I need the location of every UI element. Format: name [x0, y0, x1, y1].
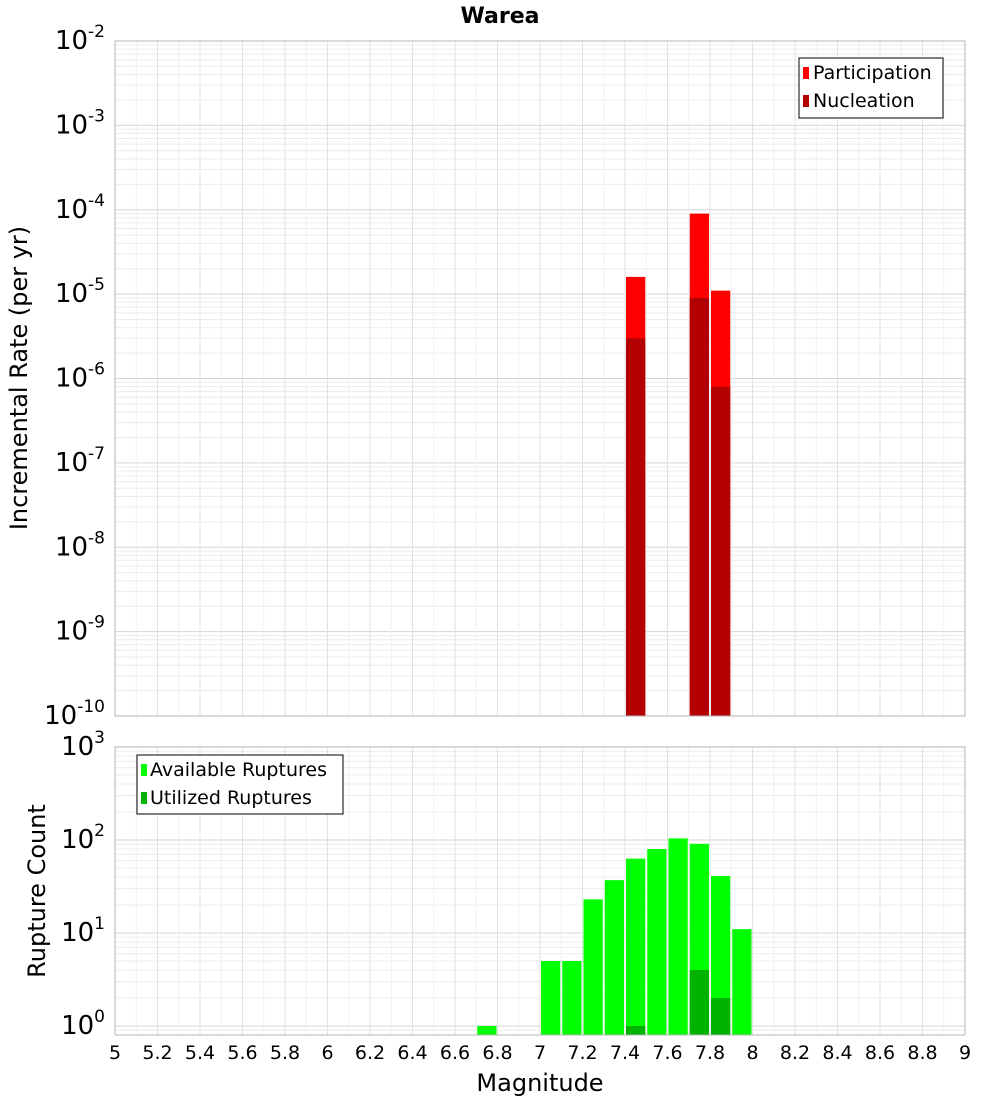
x-tick-label: 5.4: [185, 1042, 215, 1064]
top-y-tick-labels: 10-10 10-9 10-8 10-7 10-6 10-5 10-4 10-3 10-2: [44, 22, 105, 731]
bottom-bar-available-ruptures: [668, 838, 688, 1035]
x-tick-label: 5.2: [142, 1042, 172, 1064]
x-tick-label: 8.4: [822, 1042, 852, 1064]
x-tick-label: 6.4: [397, 1042, 427, 1064]
y-tick-label: 103: [61, 728, 105, 762]
x-tick-label: 7.4: [610, 1042, 640, 1064]
top-plot-grid: [114, 41, 966, 717]
x-tick-label: 8: [746, 1042, 758, 1064]
y-tick-label: 100: [61, 1007, 105, 1041]
legend-label-participation: Participation: [813, 62, 932, 84]
y-tick-label: 10-6: [55, 360, 105, 394]
legend-swatch-utilized-ruptures: [141, 792, 147, 804]
top-plot-frame: [114, 40, 966, 717]
y-tick-label: 10-2: [55, 22, 105, 56]
x-tick-label: 5.8: [270, 1042, 300, 1064]
x-tick-label: 6.6: [440, 1042, 470, 1064]
bottom-bar-available-ruptures: [477, 1025, 497, 1035]
x-tick-label: 7.6: [652, 1042, 682, 1064]
x-tick-label: 6.8: [482, 1042, 512, 1064]
bottom-bar-available-ruptures: [626, 858, 646, 1035]
bottom-bar-available-ruptures: [647, 849, 667, 1035]
y-tick-label: 10-8: [55, 528, 105, 562]
legend-swatch-participation: [803, 67, 809, 79]
top-bar-nucleation: [711, 386, 731, 716]
y-tick-label: 10-4: [55, 191, 105, 225]
bottom-legend-box: [136, 754, 344, 815]
bottom-bar-available-ruptures: [711, 876, 731, 1035]
x-tick-label: 8.8: [907, 1042, 937, 1064]
bottom-plot-frame: [114, 746, 966, 1036]
x-tick-labels: 5 5.2 5.4 5.6 5.8 6 6.2 6.4 6.6 6.8 7 7.2 7.4 7.6 7.8 8…: [109, 1042, 971, 1064]
chart-title: Warea: [461, 4, 540, 29]
bottom-bar-available-ruptures: [562, 960, 582, 1035]
legend-swatch-available-ruptures: [141, 764, 147, 776]
legend-label-available-ruptures: Available Ruptures: [150, 759, 327, 781]
x-tick-label: 6: [321, 1042, 333, 1064]
bottom-bar-available-ruptures: [732, 929, 752, 1035]
bottom-bar-utilized-ruptures: [711, 997, 731, 1035]
x-tick-label: 6.2: [355, 1042, 385, 1064]
legend-label-utilized-ruptures: Utilized Ruptures: [150, 787, 312, 809]
bottom-plot-bars: [477, 838, 752, 1035]
top-y-axis-label: Incremental Rate (per yr): [5, 226, 33, 530]
y-tick-label: 10-3: [55, 106, 105, 140]
y-tick-label: 10-5: [55, 275, 105, 309]
top-bar-nucleation: [689, 297, 709, 716]
top-plot-bars: [626, 213, 731, 717]
x-tick-label: 7.2: [567, 1042, 597, 1064]
bottom-plot-grid: [114, 747, 966, 1036]
bottom-bar-available-ruptures: [541, 960, 561, 1035]
bottom-y-axis-label: Rupture Count: [23, 804, 51, 978]
bottom-legend: Available Ruptures Utilized Ruptures: [136, 754, 344, 815]
x-tick-label: 8.6: [865, 1042, 895, 1064]
x-tick-label: 8.2: [780, 1042, 810, 1064]
top-legend: Participation Nucleation: [798, 57, 944, 119]
y-tick-label: 10-9: [55, 613, 105, 647]
x-tick-label: 7: [534, 1042, 546, 1064]
x-tick-label: 5.6: [227, 1042, 257, 1064]
bottom-bar-available-ruptures: [604, 880, 624, 1035]
bottom-bar-utilized-ruptures: [689, 969, 709, 1035]
y-tick-label: 102: [61, 821, 105, 855]
x-tick-label: 5: [109, 1042, 121, 1064]
y-tick-label: 101: [61, 914, 105, 948]
x-tick-label: 7.8: [695, 1042, 725, 1064]
bottom-bar-utilized-ruptures: [626, 1025, 646, 1035]
bottom-bar-available-ruptures: [583, 899, 603, 1035]
legend-swatch-nucleation: [803, 95, 809, 107]
bottom-y-tick-labels: 100 101 102 103: [61, 728, 105, 1041]
x-tick-label: 9: [959, 1042, 971, 1064]
top-bar-nucleation: [626, 338, 646, 716]
top-legend-box: [798, 57, 944, 119]
x-axis-label: Magnitude: [476, 1069, 603, 1097]
legend-label-nucleation: Nucleation: [813, 90, 915, 112]
y-tick-label: 10-7: [55, 444, 105, 478]
y-tick-label: 10-10: [44, 697, 105, 731]
